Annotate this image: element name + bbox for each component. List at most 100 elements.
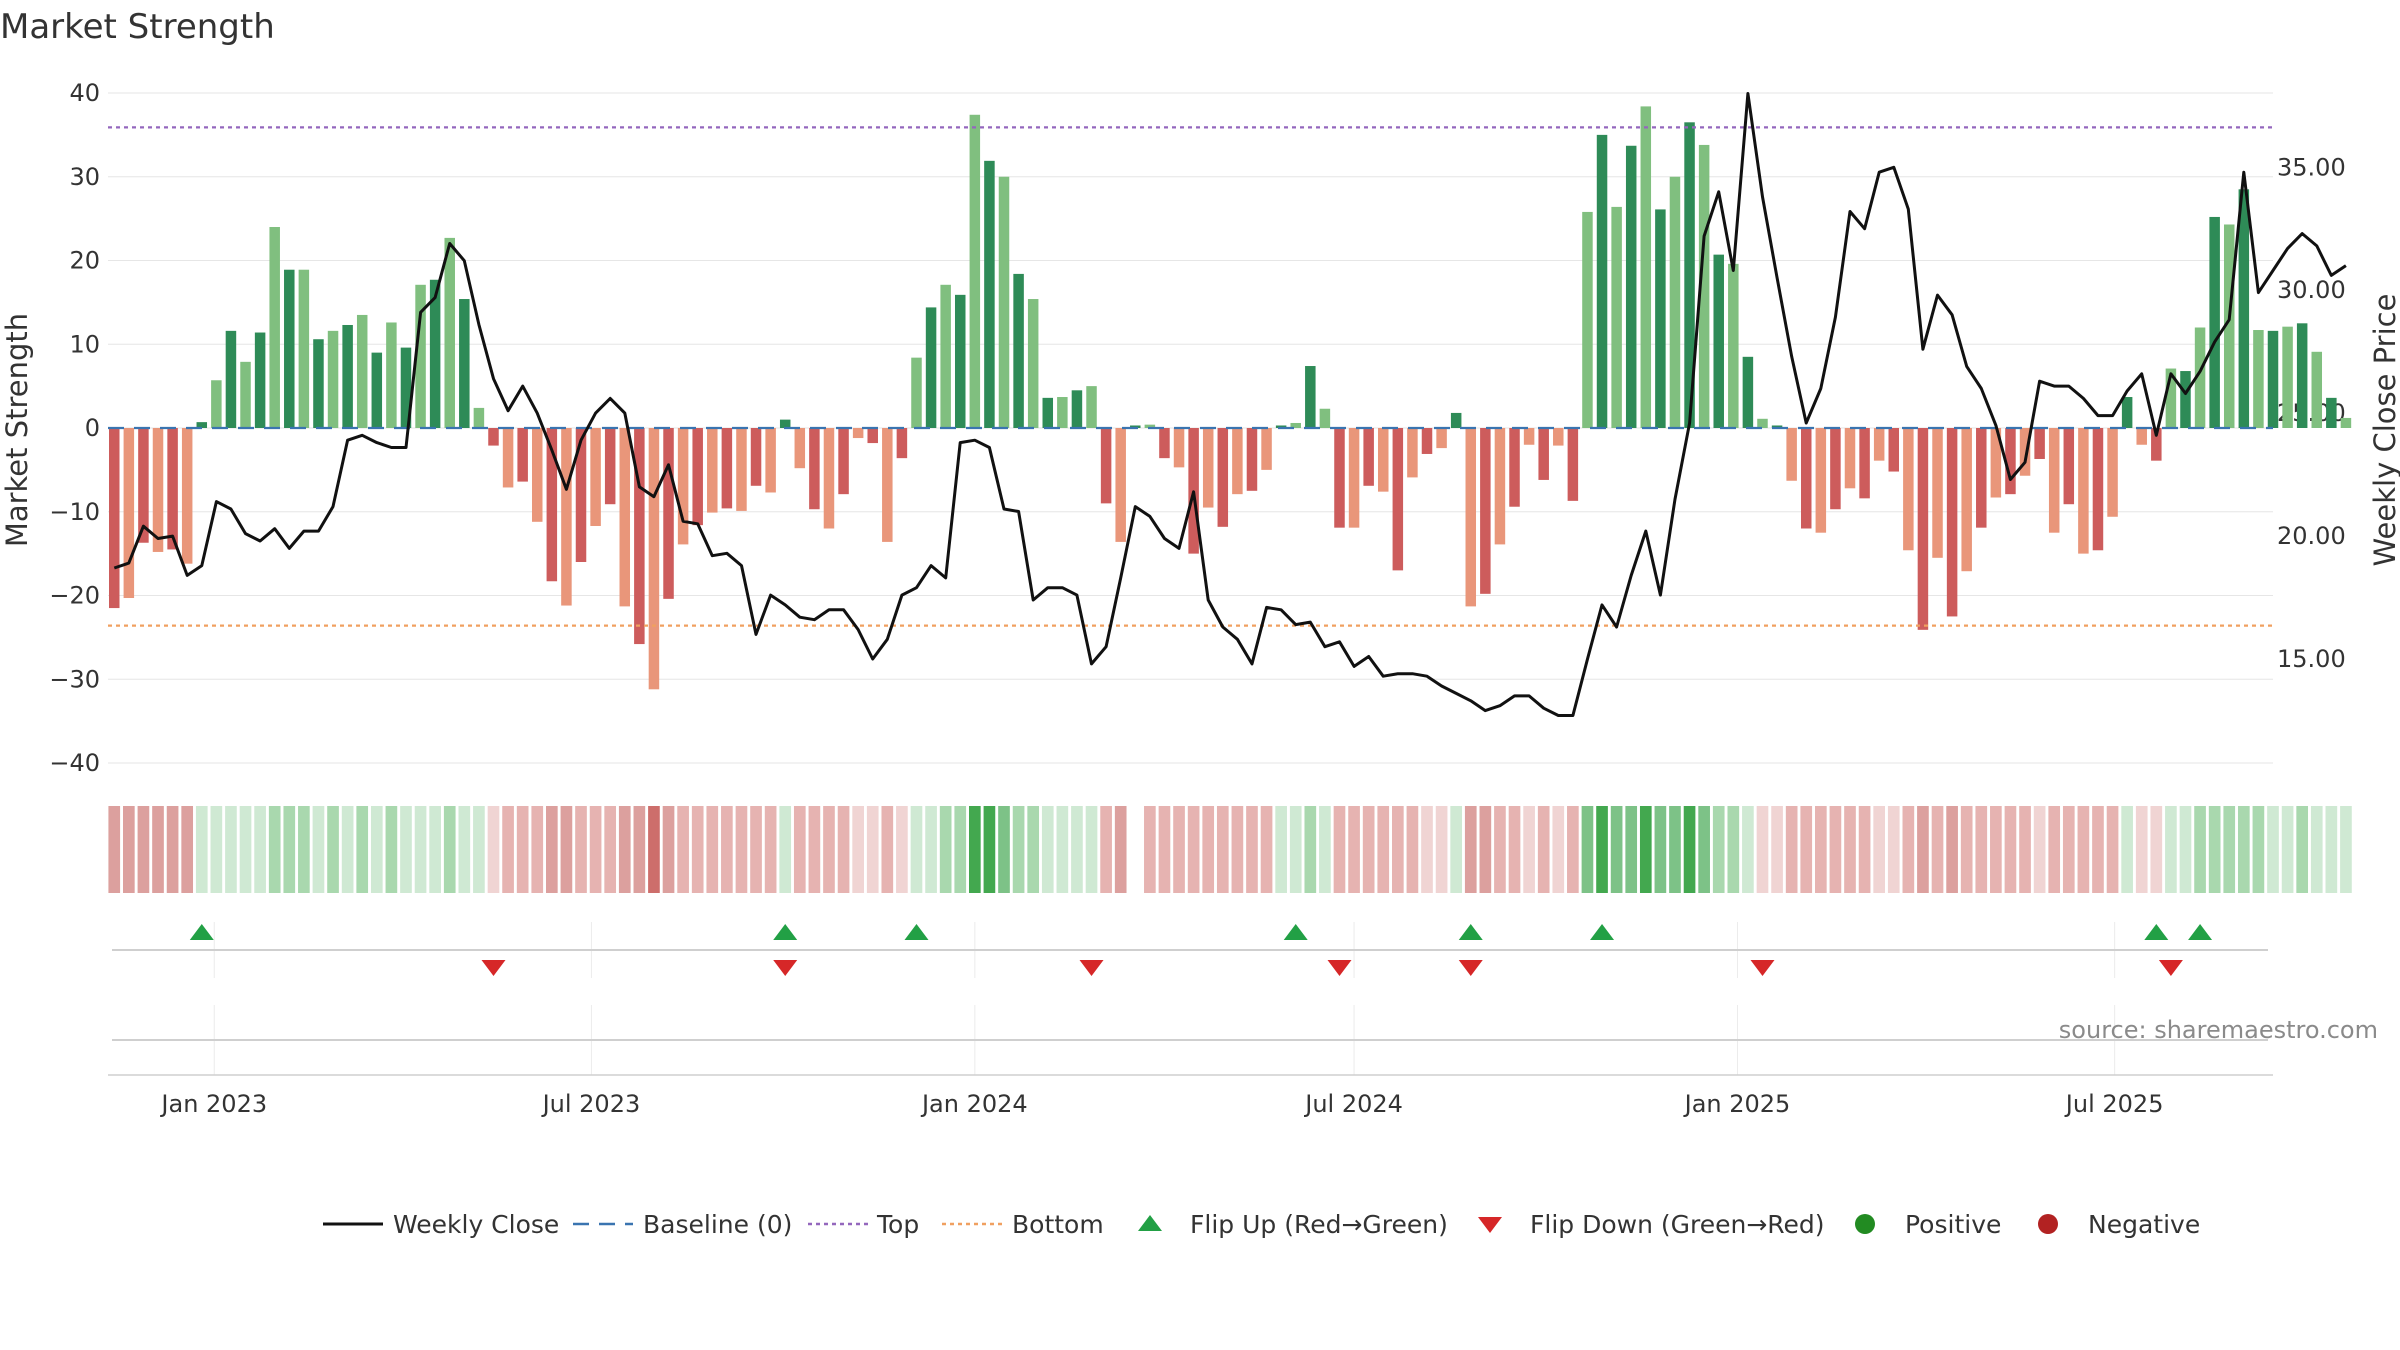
strength-bar: [1946, 428, 1958, 617]
strength-bar: [2005, 428, 2016, 495]
strength-bar: [882, 428, 893, 542]
heat-cell: [618, 806, 631, 893]
flip-up-marker: [904, 924, 929, 940]
y-tick-label: −20: [49, 582, 100, 610]
legend: Weekly Close Baseline (0) Top Bottom Flip Up…: [323, 1210, 2200, 1239]
strength-bar: [1144, 424, 1156, 428]
strength-bar: [1786, 428, 1797, 481]
strength-bar: [2311, 351, 2323, 428]
heat-cell: [575, 806, 587, 893]
strength-bar: [1436, 428, 1447, 449]
heat-cell: [400, 806, 412, 893]
strength-bar: [284, 269, 295, 428]
heat-cell: [2165, 806, 2177, 893]
strength-bar: [488, 428, 499, 446]
heat-cell: [2310, 806, 2323, 893]
heat-cell: [1990, 806, 2002, 893]
flip-down-marker: [773, 960, 798, 976]
heat-cell: [1829, 806, 1842, 893]
heat-cell: [123, 806, 135, 893]
heat-cell: [341, 806, 354, 893]
heat-cell: [2004, 806, 2017, 893]
heat-cell: [1537, 806, 1550, 893]
strength-bar: [2034, 428, 2045, 459]
flip-down-marker: [2158, 960, 2183, 976]
strength-bar: [1275, 425, 1287, 428]
legend-swatch-flip-up: [1138, 1215, 1162, 1231]
heat-cell: [1333, 806, 1346, 893]
y2-tick-label: 35.00: [2277, 153, 2346, 181]
heat-cell: [1464, 806, 1477, 893]
heat-cell: [1683, 806, 1696, 893]
strength-bar: [677, 428, 689, 545]
strength-bar: [1173, 428, 1185, 468]
strength-bar: [1961, 428, 1972, 572]
heat-cell: [1100, 806, 1112, 893]
heat-cell: [1610, 806, 1623, 893]
heat-cell: [2296, 806, 2309, 893]
strength-bar: [1771, 425, 1783, 428]
legend-item: Flip Down (Green→Red): [1478, 1210, 1825, 1239]
strength-bar: [1669, 176, 1681, 428]
x-tick-label: Jan 2024: [920, 1090, 1028, 1118]
heat-cell: [983, 806, 996, 893]
flip-up-marker: [2144, 924, 2169, 940]
heat-cell: [1887, 806, 1900, 893]
heat-cell: [1552, 806, 1565, 893]
strength-bar: [779, 419, 791, 428]
flip-up-marker: [189, 924, 214, 940]
heat-cell: [1654, 806, 1667, 893]
heat-cell: [1275, 806, 1287, 893]
strength-bar: [1261, 428, 1272, 470]
strength-bar: [167, 428, 178, 550]
flip-up-marker: [773, 924, 798, 940]
heat-cell: [1450, 806, 1463, 893]
strength-bar: [838, 428, 849, 495]
strength-bar: [1319, 408, 1331, 428]
strength-bar: [1990, 428, 2002, 498]
flip-marker-panel: [108, 922, 2273, 1076]
strength-bar: [823, 428, 835, 529]
heat-cell: [1231, 806, 1244, 893]
heat-cell: [1319, 806, 1331, 893]
strength-bar: [1523, 428, 1535, 445]
strength-bar: [327, 330, 339, 428]
heat-cell: [1523, 806, 1535, 893]
heat-cell: [254, 806, 266, 893]
heat-cell: [181, 806, 194, 893]
heat-cell: [1785, 806, 1798, 893]
strength-bar: [1742, 356, 1754, 428]
strength-bar: [1567, 428, 1579, 501]
strength-bar: [852, 428, 864, 439]
heat-cell: [910, 806, 923, 893]
strength-bar: [1057, 397, 1068, 428]
heat-cell: [866, 806, 879, 893]
heat-cell: [502, 806, 514, 893]
heat-cell: [2106, 806, 2119, 893]
strength-bar: [634, 428, 645, 645]
strength-bar: [1305, 366, 1316, 428]
flip-up-marker: [1590, 924, 1615, 940]
legend-swatch-flip-down: [1478, 1217, 1502, 1233]
heat-cell: [429, 806, 441, 893]
heat-cell: [691, 806, 704, 893]
heat-cell: [1917, 806, 1929, 893]
strength-bar: [2326, 397, 2337, 428]
heat-cell: [2340, 806, 2352, 893]
strength-bar: [707, 428, 718, 513]
strength-bar: [1859, 428, 1870, 499]
strength-bar: [1450, 412, 1462, 428]
heat-cell: [662, 806, 675, 893]
strength-bar: [1363, 428, 1374, 486]
heat-cell: [1144, 806, 1156, 893]
heat-cell: [458, 806, 471, 893]
heat-cell: [385, 806, 398, 893]
legend-item: Top: [808, 1210, 919, 1239]
heat-cell: [1041, 806, 1054, 893]
heat-cell: [1844, 806, 1856, 893]
strength-bar: [2092, 428, 2104, 551]
legend-item: Flip Up (Red→Green): [1138, 1210, 1448, 1239]
strength-bar: [1903, 428, 1914, 551]
heat-cell: [1114, 806, 1127, 893]
y-tick-label: −10: [49, 498, 100, 526]
